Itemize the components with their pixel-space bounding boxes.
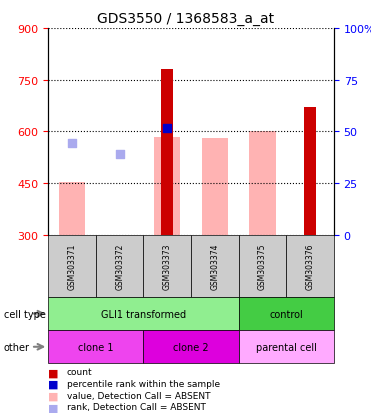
Text: GSM303374: GSM303374 — [210, 243, 219, 290]
FancyBboxPatch shape — [239, 330, 334, 363]
Text: GSM303376: GSM303376 — [306, 243, 315, 290]
Text: value, Detection Call = ABSENT: value, Detection Call = ABSENT — [67, 391, 210, 400]
FancyBboxPatch shape — [96, 235, 144, 297]
Text: ■: ■ — [48, 391, 59, 401]
Text: count: count — [67, 368, 92, 377]
FancyBboxPatch shape — [191, 235, 239, 297]
Text: other: other — [4, 342, 30, 352]
Text: ■: ■ — [48, 402, 59, 412]
FancyBboxPatch shape — [48, 235, 96, 297]
Text: GSM303371: GSM303371 — [68, 243, 76, 290]
Text: ■: ■ — [48, 368, 59, 377]
Point — [116, 151, 122, 158]
Point — [69, 140, 75, 147]
Text: cell type: cell type — [4, 309, 46, 319]
Bar — [154, 137, 180, 235]
Text: GLI1 transformed: GLI1 transformed — [101, 309, 186, 319]
Text: GDS3550 / 1368583_a_at: GDS3550 / 1368583_a_at — [97, 12, 274, 26]
FancyBboxPatch shape — [144, 330, 239, 363]
Text: percentile rank within the sample: percentile rank within the sample — [67, 379, 220, 388]
Text: GSM303372: GSM303372 — [115, 243, 124, 290]
Point — [164, 126, 170, 132]
Bar — [59, 182, 85, 235]
Text: ■: ■ — [48, 379, 59, 389]
Text: GSM303373: GSM303373 — [163, 243, 172, 290]
Text: clone 2: clone 2 — [173, 342, 209, 352]
FancyBboxPatch shape — [239, 297, 334, 330]
FancyBboxPatch shape — [239, 235, 286, 297]
Bar — [249, 132, 276, 235]
Text: rank, Detection Call = ABSENT: rank, Detection Call = ABSENT — [67, 402, 206, 411]
Bar — [161, 70, 173, 235]
Bar — [304, 108, 316, 235]
Text: control: control — [269, 309, 303, 319]
Text: clone 1: clone 1 — [78, 342, 114, 352]
Bar — [202, 139, 228, 235]
FancyBboxPatch shape — [286, 235, 334, 297]
Text: parental cell: parental cell — [256, 342, 317, 352]
Text: GSM303375: GSM303375 — [258, 243, 267, 290]
FancyBboxPatch shape — [48, 330, 144, 363]
FancyBboxPatch shape — [48, 297, 239, 330]
FancyBboxPatch shape — [144, 235, 191, 297]
